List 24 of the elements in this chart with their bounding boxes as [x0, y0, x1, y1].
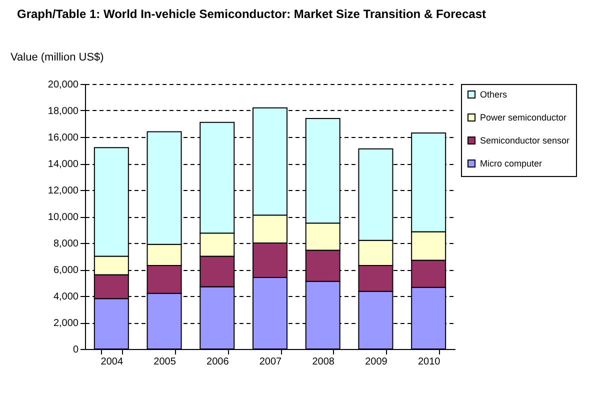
y-tick-label: 4,000 — [53, 292, 79, 302]
x-tick-label: 2005 — [154, 356, 176, 368]
x-tick-label: 2008 — [312, 356, 335, 368]
legend-label: Power semiconductor — [480, 112, 567, 122]
legend-label: Others — [480, 90, 508, 100]
x-tick-label: 2010 — [418, 356, 441, 368]
chart-title: Graph/Table 1: World In-vehicle Semiconductor: Market Size Transition & Forecast — [17, 7, 486, 21]
legend-label: Semiconductor sensor — [480, 136, 570, 146]
legend-label: Micro computer — [480, 158, 542, 168]
y-tick-label: 10,000 — [48, 212, 79, 223]
y-tick-label: 6,000 — [53, 265, 79, 276]
y-tick-label: 2,000 — [53, 318, 79, 329]
y-tick-label: 12,000 — [48, 186, 79, 196]
x-tick-label: 2004 — [100, 356, 124, 368]
y-tick-label: 16,000 — [48, 132, 79, 144]
y-tick-label: 20,000 — [48, 80, 79, 90]
x-tick-label: 2009 — [365, 356, 388, 368]
y-axis-title: Value (million US$) — [10, 52, 104, 64]
y-tick-label: 14,000 — [48, 159, 79, 170]
y-tick-label: 0 — [72, 344, 79, 356]
x-tick-label: 2007 — [259, 356, 282, 368]
y-tick-label: 8,000 — [53, 238, 79, 250]
y-tick-label: 18,000 — [48, 106, 79, 117]
x-tick-label: 2006 — [206, 356, 230, 368]
